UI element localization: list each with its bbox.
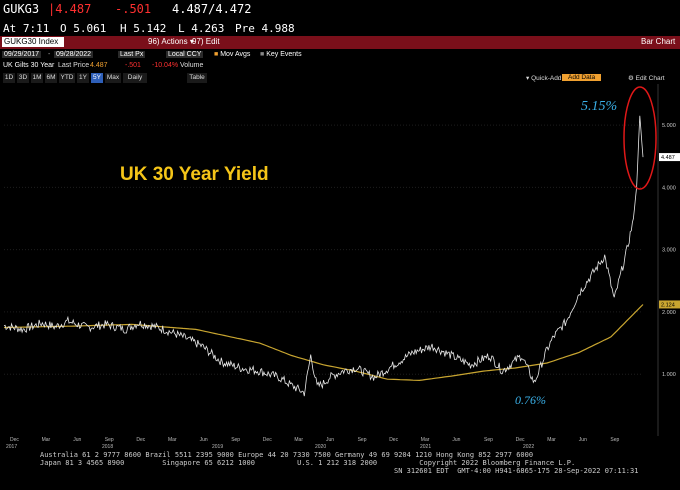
y-axis: 5.000 4.000 3.000 2.000 1.000 — [657, 84, 676, 436]
edit-chart-button[interactable]: ⚙ Edit Chart — [628, 75, 665, 82]
footer-line-2: Japan 81 3 4565 8900 Singapore 65 6212 1… — [40, 459, 576, 467]
x-tick-label: Sep — [484, 437, 493, 443]
x-tick-label: Dec — [516, 437, 525, 443]
open-value: O 5.061 — [60, 22, 107, 35]
legend-last-price: 4.487 — [90, 62, 108, 69]
actions-menu[interactable]: 96) Actions ▾ — [148, 37, 194, 46]
last-price-tag — [659, 153, 680, 162]
date-to-field[interactable]: 09/28/2022 — [54, 51, 94, 58]
x-year-label: 2020 — [315, 444, 326, 450]
legend-pct: -10.04% — [152, 62, 179, 69]
high-value: H 5.142 — [120, 22, 167, 35]
key-events-toggle[interactable]: ■ Key Events — [260, 51, 302, 58]
tf-ytd[interactable]: YTD — [59, 73, 75, 83]
low-value: L 4.263 — [178, 22, 225, 35]
y-tick-label: 2.000 — [662, 310, 676, 316]
footer-line-1: Australia 61 2 9777 8600 Brazil 5511 239… — [40, 451, 534, 459]
x-tick-label: Mar — [421, 437, 430, 443]
series-name: UK Gilts 30 Year — [3, 62, 55, 69]
quote-detail-bar: At 7:11 O 5.061 H 5.142 L 4.263 Pre 4.98… — [0, 20, 680, 36]
x-tick-label: Sep — [231, 437, 240, 443]
legend-row: UK Gilts 30 Year Last Price 4.487 -.501 … — [0, 61, 680, 72]
tf-max[interactable]: Max — [105, 73, 121, 83]
x-year-label: 2022 — [523, 444, 534, 450]
x-tick-label: Dec — [136, 437, 145, 443]
tf-1y[interactable]: 1Y — [77, 73, 89, 83]
x-tick-label: Mar — [42, 437, 51, 443]
bar-chart-title: Bar Chart — [641, 37, 676, 46]
x-year-label: 2021 — [420, 444, 431, 450]
legend-change: -.501 — [125, 62, 141, 69]
x-tick-label: Sep — [610, 437, 619, 443]
last-price-label: Last Price — [58, 62, 90, 69]
grid — [4, 124, 643, 375]
x-tick-label: Dec — [263, 437, 272, 443]
y-tick-label: 5.000 — [662, 123, 676, 129]
x-tick-label: Mar — [294, 437, 303, 443]
volume-label: Volume — [180, 62, 204, 69]
x-tick-label: Jun — [326, 437, 334, 443]
x-tick-label: Jun — [200, 437, 208, 443]
x-tick-label: Jun — [452, 437, 460, 443]
tf-1d[interactable]: 1D — [3, 73, 15, 83]
x-tick-label: Sep — [358, 437, 367, 443]
index-field[interactable]: GUKG30 Index — [2, 37, 64, 47]
tf-5y[interactable]: 5Y — [91, 73, 103, 83]
quick-add-button[interactable]: ▾ Quick-Add — [526, 75, 562, 82]
tf-daily[interactable]: Daily — [123, 73, 147, 83]
date-separator: - — [48, 51, 51, 58]
tf-6m[interactable]: 6M — [45, 73, 57, 83]
footer: Australia 61 2 9777 8600 Brazil 5511 239… — [40, 451, 638, 475]
tf-table[interactable]: Table — [187, 73, 207, 83]
moving-average-line — [3, 304, 644, 382]
x-year-label: 2018 — [102, 444, 113, 450]
prev-value: Pre 4.988 — [235, 22, 295, 35]
y-tick-label: 1.000 — [662, 372, 676, 378]
x-tick-label: Mar — [547, 437, 556, 443]
last-price-tag-label: 4.487 — [661, 155, 675, 161]
x-tick-label: Mar — [168, 437, 177, 443]
x-tick-label: Dec — [389, 437, 398, 443]
x-year-label: 2017 — [6, 444, 17, 450]
mov-avgs-toggle[interactable]: ■ Mov Avgs — [214, 51, 251, 58]
peak-highlight-circle — [623, 86, 657, 190]
ticker[interactable]: GUKG3 — [3, 2, 40, 16]
x-tick-label: Jun — [579, 437, 587, 443]
last-px-select[interactable]: Last Px — [118, 51, 146, 58]
settings-row: 09/29/2017 - 09/28/2022 Last Px Local CC… — [0, 50, 680, 61]
x-tick-label: Sep — [105, 437, 114, 443]
ma-tag-label: 2.124 — [661, 302, 675, 308]
bid-ask: 4.487/4.472 — [172, 2, 252, 16]
y-tick-label: 4.000 — [662, 185, 676, 191]
function-toolbar: GUKG30 Index 96) Actions ▾ 97) Edit Bar … — [0, 36, 680, 49]
add-data-button[interactable]: Add Data — [562, 74, 602, 81]
peak-annotation: 5.15% — [581, 99, 617, 114]
ma-tag — [659, 300, 680, 309]
quote-time: At 7:11 — [3, 22, 50, 35]
price-line — [3, 115, 644, 397]
timeframe-row: 1D 3D 1M 6M YTD 1Y 5Y Max Daily Table ▾ … — [0, 73, 680, 84]
footer-line-3: SN 312601 EDT GMT-4:00 H941-6865-175 28-… — [40, 467, 639, 475]
ccy-select[interactable]: Local CCY — [166, 51, 204, 58]
y-tick-label: 3.000 — [662, 248, 676, 254]
date-from-field[interactable]: 09/29/2017 — [2, 51, 42, 58]
tf-1m[interactable]: 1M — [31, 73, 43, 83]
low-annotation: 0.76% — [515, 393, 546, 407]
x-tick-label: Jun — [73, 437, 81, 443]
edit-menu[interactable]: 97) Edit — [192, 37, 220, 46]
mov-avgs-icon: ■ — [214, 51, 219, 58]
chart-title: UK 30 Year Yield — [120, 164, 269, 185]
x-year-label: 2019 — [212, 444, 223, 450]
x-tick-label: Dec — [10, 437, 19, 443]
x-axis: Dec Mar Jun Sep Dec Mar Jun Sep Dec Mar Jun Sep Dec M… — [6, 437, 620, 450]
tf-3d[interactable]: 3D — [17, 73, 29, 83]
change-value: -.501 — [115, 2, 152, 16]
quote-bar: GUKG3 |4.487 -.501 4.487/4.472 — [0, 0, 680, 22]
last-price-value: |4.487 — [48, 2, 92, 16]
key-events-icon: ■ — [260, 51, 265, 58]
